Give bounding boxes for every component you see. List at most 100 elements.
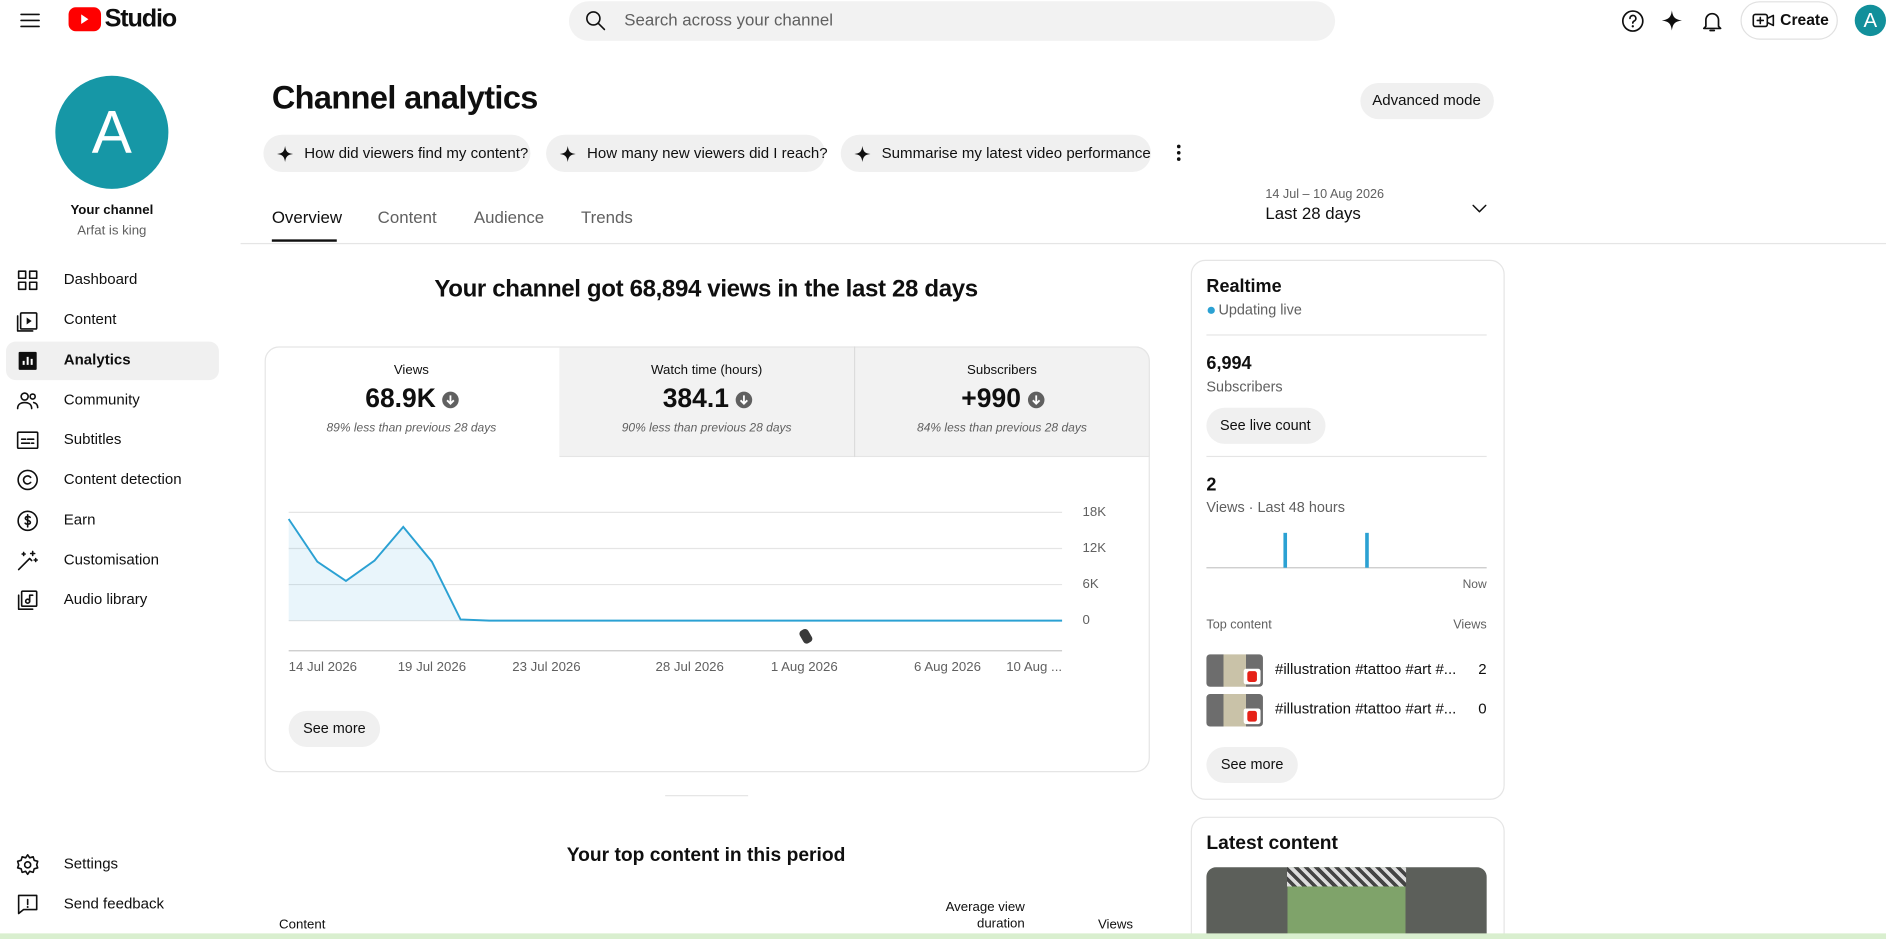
prompt-chip[interactable]: [840, 134, 1152, 173]
tab[interactable]: Audience: [473, 207, 545, 227]
nav-icon: [16, 853, 39, 876]
nav-icon: [17, 469, 38, 491]
prompt-icon: [559, 145, 576, 162]
channel-title: Your channel: [70, 203, 154, 218]
metric-trend-icon: [1027, 391, 1044, 408]
more-icon[interactable]: [1168, 142, 1190, 164]
nav-label: Content: [63, 310, 117, 328]
top-content-title[interactable]: #illustration #tattoo #art #...: [1274, 700, 1457, 718]
date-range: 14 Jul – 10 Aug 2026: [1265, 186, 1385, 202]
nav-active-background: [6, 341, 219, 381]
latest-title: Latest content: [1206, 833, 1338, 854]
prompt-label: How did viewers find my content?: [304, 143, 529, 161]
logo-play: [81, 14, 89, 25]
nav-label: Analytics: [63, 350, 131, 368]
realtime-views-label: Views · Last 48 hours: [1206, 498, 1345, 516]
metric-trend-icon: [442, 391, 459, 408]
realtime-status: Updating live: [1218, 301, 1302, 319]
tab[interactable]: Content: [377, 207, 437, 227]
channel-avatar-letter: A: [91, 98, 132, 166]
headline: Your channel got 68,894 views in the las…: [434, 276, 978, 303]
search-icon: [586, 11, 606, 31]
views-column-label: Views: [1453, 617, 1487, 632]
metric-label: Views: [393, 363, 429, 378]
nav-label: Subtitles: [63, 430, 122, 448]
prompt-icon: [854, 145, 871, 162]
prompt-chip[interactable]: [546, 134, 826, 173]
shorts-badge-mark: [1247, 671, 1257, 682]
metric-divider: [853, 346, 856, 458]
prompt-label: Summarise my latest video performance: [881, 143, 1151, 161]
prompt-chip[interactable]: [263, 134, 531, 173]
metric-value: +990: [961, 382, 1021, 413]
create-icon: [1752, 13, 1775, 28]
metric-trend-icon: [735, 391, 752, 408]
see-more-button[interactable]: [288, 710, 381, 747]
nav-label: Send feedback: [63, 895, 165, 912]
prompt-label: How many new viewers did I reach?: [586, 143, 828, 161]
period-chevron[interactable]: [1469, 197, 1491, 219]
see-more-label: See more: [303, 719, 366, 737]
subscriber-count: 6,994: [1206, 353, 1252, 374]
advanced-mode-button[interactable]: [1360, 82, 1494, 120]
search-box[interactable]: [568, 1, 1336, 41]
subscriber-label: Subscribers: [1206, 378, 1283, 396]
top-content-label: Top content: [1206, 617, 1272, 632]
scroll-indicator: [665, 795, 749, 797]
create-label: Create: [1780, 10, 1829, 29]
tab[interactable]: Trends: [580, 207, 633, 227]
nav-icon: [16, 312, 38, 333]
tab-underline: [271, 239, 337, 242]
divider: [1206, 334, 1487, 336]
nav-label: Audio library: [63, 590, 148, 608]
nav-label: Settings: [63, 855, 119, 873]
nav-icon: [17, 550, 38, 571]
help-icon[interactable]: [1620, 8, 1645, 33]
nav-icon: [16, 391, 39, 410]
nav-label: Earn: [63, 510, 96, 528]
latest-thumbnail-detail: [1287, 867, 1407, 887]
search-placeholder: Search across your channel: [624, 9, 833, 30]
nav-icon: [17, 270, 38, 291]
nav-icon: [17, 590, 38, 611]
create-button[interactable]: [1740, 1, 1838, 40]
column-header: Content: [279, 917, 326, 933]
tabs-divider: [240, 242, 1886, 245]
logo-text: Studio: [104, 4, 178, 33]
nav-label: Dashboard: [63, 270, 138, 288]
nav-icon: [16, 431, 39, 450]
channel-avatar[interactable]: [55, 75, 169, 189]
metric-value: 384.1: [662, 382, 729, 413]
metric-note: 89% less than previous 28 days: [326, 421, 497, 436]
ask-icon[interactable]: [1660, 8, 1684, 32]
account-avatar[interactable]: [1854, 4, 1886, 37]
channel-name: Arfat is king: [77, 223, 147, 239]
bottom-strip: [0, 933, 1886, 939]
tab[interactable]: Overview: [271, 207, 343, 227]
see-live-count-button[interactable]: [1206, 407, 1326, 444]
metric-note: 84% less than previous 28 days: [917, 421, 1087, 436]
realtime-card: [1190, 259, 1505, 800]
metric-note: 90% less than previous 28 days: [621, 421, 792, 436]
metric-label: Watch time (hours): [651, 363, 763, 378]
nav-label: Community: [63, 390, 140, 408]
metric-value: 68.9K: [365, 382, 436, 413]
metric-label: Subscribers: [967, 363, 1037, 378]
nav-label: Content detection: [63, 470, 182, 488]
see-more-button[interactable]: [1206, 746, 1298, 784]
realtime-title: Realtime: [1206, 276, 1282, 297]
nav-icon: [18, 351, 37, 370]
top-content-views: 0: [1478, 700, 1487, 718]
notifications-icon[interactable]: [1699, 8, 1724, 33]
see-more-label: See more: [1220, 755, 1284, 773]
top-content-title[interactable]: #illustration #tattoo #art #...: [1274, 660, 1457, 678]
see-live-count-label: See live count: [1220, 416, 1311, 434]
account-avatar-letter: A: [1863, 8, 1878, 32]
advanced-mode-label: Advanced mode: [1372, 91, 1481, 109]
menu-icon[interactable]: [18, 8, 42, 32]
period-selector[interactable]: Last 28 days: [1265, 203, 1361, 223]
column-header: Average view duration: [945, 899, 1025, 931]
nav-icon: [17, 894, 38, 915]
